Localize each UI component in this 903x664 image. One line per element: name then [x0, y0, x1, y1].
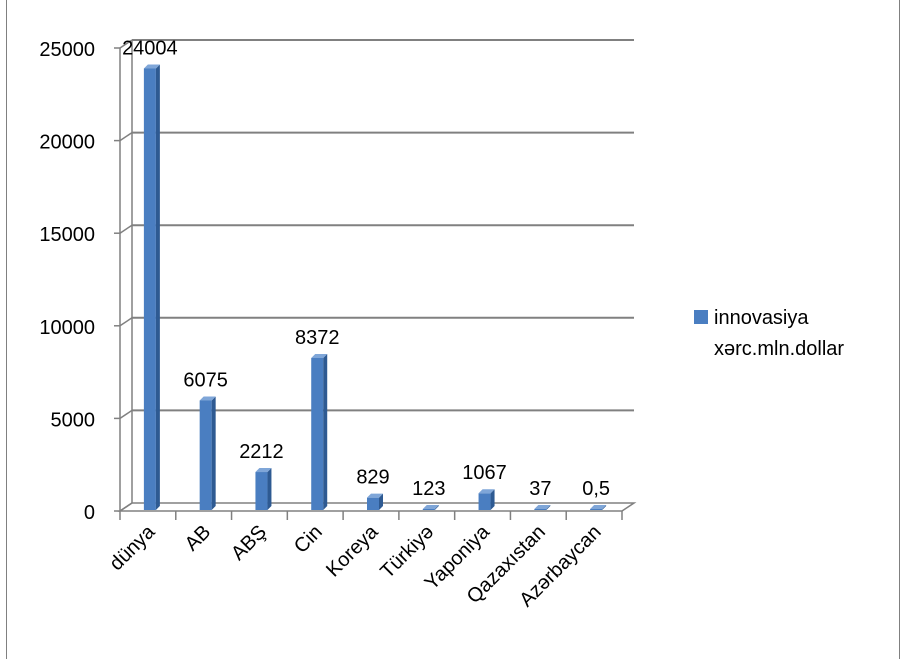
bar-front: [478, 493, 491, 510]
y-tick-label: 10000: [39, 317, 95, 339]
bar: [590, 505, 607, 510]
bar-top: [311, 353, 328, 358]
bar: [199, 396, 216, 510]
bar-front: [255, 472, 268, 510]
bar-front: [534, 509, 547, 510]
bar-top: [143, 64, 160, 69]
bar-side: [155, 64, 160, 510]
legend-label-line-1: innovasiya: [714, 307, 809, 329]
bar-front: [590, 509, 603, 510]
y-tick-label: 25000: [39, 39, 95, 61]
bar-front: [199, 400, 212, 510]
bar: [422, 505, 439, 510]
bar-side: [546, 505, 551, 510]
y-tick-label: 5000: [51, 409, 96, 431]
bar-side: [211, 396, 216, 510]
bar-top: [199, 396, 216, 401]
bar-top: [478, 489, 495, 494]
bar-side: [379, 493, 383, 510]
legend: innovasiya xərc.mln.dollar: [694, 307, 844, 360]
data-label: 0,5: [582, 478, 610, 500]
data-label: 123: [412, 478, 445, 500]
data-label: 1067: [462, 462, 507, 484]
bar-top: [422, 505, 439, 509]
bar-front: [422, 509, 435, 510]
data-label: 829: [356, 467, 389, 489]
bar: [534, 505, 551, 510]
y-tick-label: 0: [84, 502, 95, 524]
bar-side: [602, 505, 607, 510]
data-label: 37: [529, 478, 551, 500]
bar: [367, 493, 383, 510]
bar-side: [267, 468, 272, 510]
data-label: 8372: [295, 327, 340, 349]
bar-front: [143, 68, 156, 510]
y-axis-depth-tick: [119, 39, 133, 49]
y-axis-tick-labels: 0 5000 10000 15000 20000 25000: [39, 39, 95, 524]
data-label: 24004: [122, 37, 178, 59]
bar: [143, 64, 160, 510]
bar: [255, 468, 272, 510]
bar-side: [434, 505, 439, 510]
y-axis-depth-tick: [119, 131, 133, 142]
data-label: 2212: [239, 441, 284, 463]
y-tick-label: 20000: [39, 132, 95, 154]
bar: [478, 489, 495, 510]
legend-swatch: [694, 310, 708, 324]
y-axis-depth-tick: [119, 224, 133, 234]
bar-top: [534, 505, 551, 509]
bar: [311, 353, 328, 510]
bar-front: [311, 357, 324, 510]
bar-top: [590, 505, 607, 509]
bar-side: [323, 353, 328, 510]
bar-front: [367, 497, 379, 510]
bar-top: [255, 468, 272, 473]
bar-side: [490, 489, 495, 510]
y-axis-depth-tick: [119, 317, 133, 327]
data-label: 6075: [183, 369, 228, 391]
data-labels: 24004 6075 2212 8372 829 123 1067 37 0,5: [122, 37, 610, 500]
bars: [143, 64, 607, 510]
bar-top: [367, 493, 383, 498]
axes: [114, 39, 637, 520]
y-axis-depth-tick: [119, 409, 133, 420]
y-tick-label: 15000: [39, 224, 95, 246]
legend-label-line-2: xərc.mln.dollar: [714, 338, 844, 360]
